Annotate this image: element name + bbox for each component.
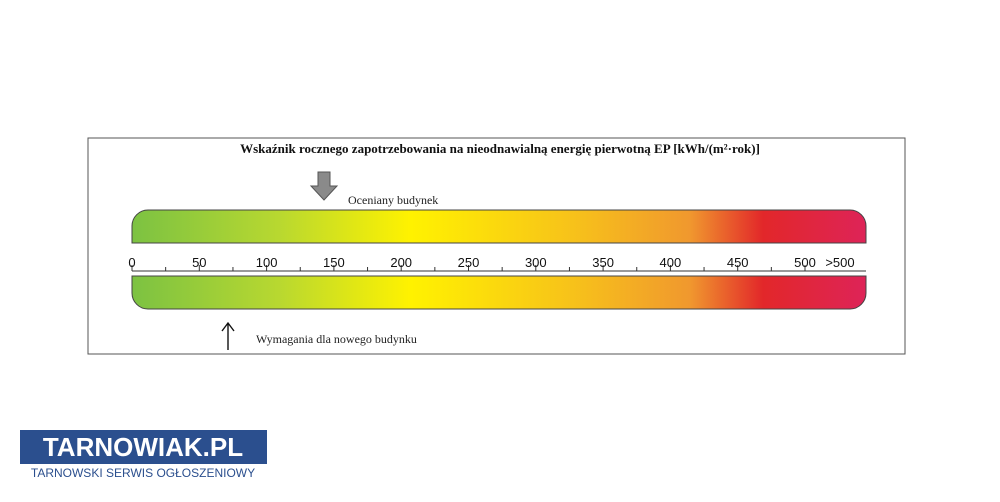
scale-label: 0 (128, 255, 135, 270)
scale-label: 350 (592, 255, 614, 270)
logo-tagline: TARNOWSKI SERWIS OGŁOSZENIOWY (31, 466, 255, 480)
title: Wskaźnik rocznego zapotrzebowania na nie… (240, 141, 760, 156)
scale-label: 200 (390, 255, 412, 270)
scale-label: 250 (458, 255, 480, 270)
lower-bar (131, 275, 867, 310)
requirement-arrow (221, 321, 235, 350)
logo-box (20, 430, 267, 464)
evaluated-arrow (309, 171, 339, 201)
requirement-label: Wymagania dla nowego budynku (256, 332, 417, 346)
scale-label: 400 (660, 255, 682, 270)
scale-label: >500 (825, 255, 854, 270)
evaluated-label: Oceniany budynek (348, 193, 438, 207)
scale-label: 500 (794, 255, 816, 270)
logo-name: TARNOWIAK.PL (43, 432, 243, 462)
frame (87, 137, 906, 355)
scale-label: 100 (256, 255, 278, 270)
scale-label: 300 (525, 255, 547, 270)
scale: 0 50 100 150 200 250 300 350 400 450 500 >500 (128, 255, 855, 271)
scale-label: 450 (727, 255, 749, 270)
scale-label: 150 (323, 255, 345, 270)
upper-bar (131, 209, 867, 244)
scale-label: 50 (192, 255, 206, 270)
